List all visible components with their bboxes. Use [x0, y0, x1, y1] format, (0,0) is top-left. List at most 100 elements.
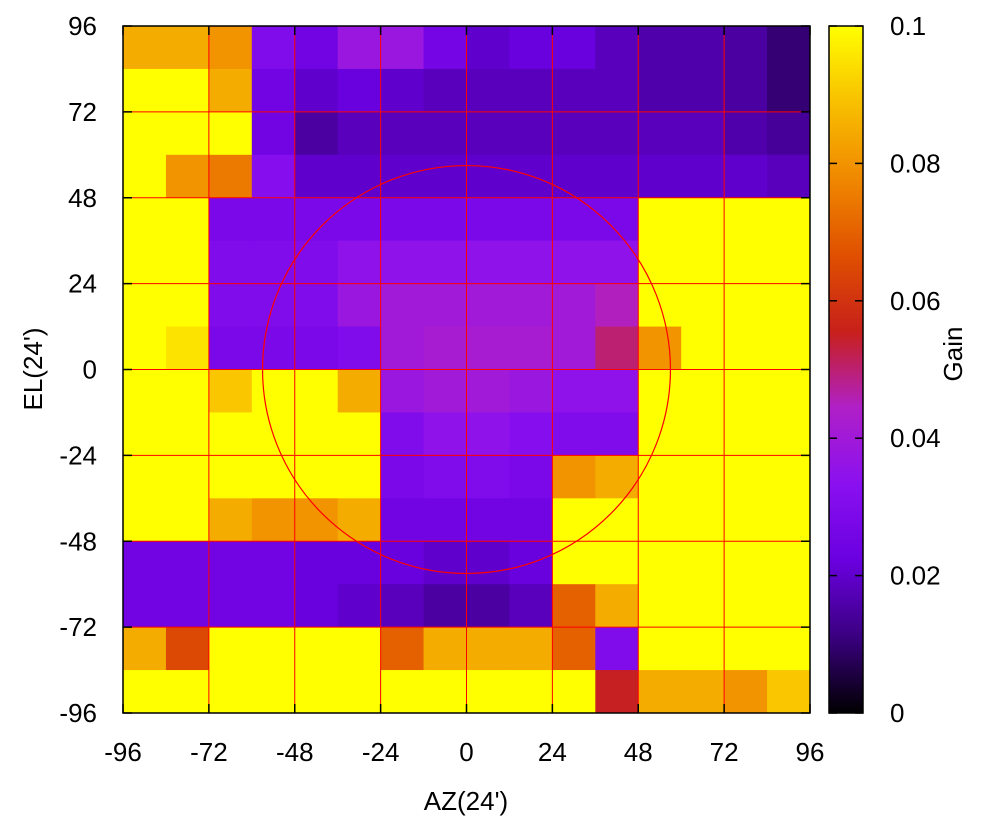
heatmap-cell	[123, 111, 167, 156]
heatmap-cell	[638, 111, 682, 156]
heatmap-cell	[509, 26, 553, 70]
heatmap-cell	[552, 455, 596, 499]
heatmap-cell	[724, 326, 768, 371]
heatmap-cell	[466, 154, 511, 199]
x-tick-label: -72	[190, 737, 228, 767]
x-tick-label: 72	[710, 737, 739, 767]
heatmap-cells	[123, 26, 810, 713]
heatmap-cell	[251, 283, 296, 328]
heatmap-cell	[767, 498, 810, 542]
heatmap-cell	[595, 541, 639, 585]
heatmap-cell	[595, 111, 639, 156]
heatmap-cell	[294, 627, 339, 671]
heatmap-cell	[638, 584, 682, 628]
heatmap-cell	[423, 26, 468, 70]
heatmap-cell	[509, 283, 553, 328]
heatmap-cell	[509, 326, 553, 371]
heatmap-cell	[595, 412, 639, 456]
heatmap-cell	[466, 283, 511, 328]
heatmap-cell	[724, 26, 768, 70]
y-axis-label: EL(24')	[18, 327, 48, 410]
heatmap-cell	[638, 498, 682, 542]
heatmap-cell	[123, 670, 167, 713]
heatmap-cell	[165, 584, 210, 628]
heatmap-cell	[552, 26, 596, 70]
heatmap-cell	[123, 197, 167, 242]
heatmap-cell	[724, 584, 768, 628]
x-tick-label: -24	[362, 737, 400, 767]
heatmap-cell	[380, 584, 425, 628]
heatmap-cell	[681, 455, 725, 499]
heatmap-cell	[251, 541, 296, 585]
heatmap-cell	[681, 68, 725, 113]
heatmap-cell	[724, 498, 768, 542]
heatmap-cell	[294, 412, 339, 456]
heatmap-cell	[123, 541, 167, 585]
y-tick-label: -96	[59, 698, 97, 728]
heatmap-cell	[337, 197, 382, 242]
heatmap-cell	[337, 369, 382, 414]
heatmap-cell	[638, 197, 682, 242]
heatmap-cell	[337, 670, 382, 713]
colorbar-tick-label: 0.02	[890, 561, 941, 591]
heatmap-cell	[123, 26, 167, 70]
heatmap-cell	[380, 326, 425, 371]
heatmap-cell	[165, 455, 210, 499]
heatmap-cell	[208, 26, 253, 70]
colorbar-tick-label: 0.06	[890, 286, 941, 316]
heatmap-cell	[466, 197, 511, 242]
heatmap-cell	[337, 627, 382, 671]
heatmap-cell	[724, 541, 768, 585]
heatmap-cell	[681, 26, 725, 70]
heatmap-cell	[165, 326, 210, 371]
heatmap-cell	[681, 197, 725, 242]
heatmap-cell	[208, 111, 253, 156]
heatmap-cell	[638, 627, 682, 671]
heatmap-cell	[208, 326, 253, 371]
heatmap-cell	[337, 26, 382, 70]
heatmap-cell	[552, 412, 596, 456]
heatmap-cell	[165, 154, 210, 199]
heatmap-cell	[251, 154, 296, 199]
x-tick-label: 0	[459, 737, 473, 767]
heatmap-cell	[724, 369, 768, 414]
heatmap-cell	[767, 283, 810, 328]
y-tick-label: 48	[68, 183, 97, 213]
heatmap-cell	[208, 412, 253, 456]
heatmap-cell	[767, 412, 810, 456]
heatmap-cell	[380, 283, 425, 328]
colorbar	[828, 25, 864, 714]
x-tick-label: -96	[104, 737, 142, 767]
heatmap-cell	[208, 283, 253, 328]
heatmap-cell	[724, 455, 768, 499]
heatmap-cell	[251, 111, 296, 156]
colorbar-tick-label: 0	[890, 698, 904, 728]
heatmap-cell	[251, 240, 296, 285]
heatmap-cell	[208, 584, 253, 628]
heatmap-cell	[509, 197, 553, 242]
heatmap-cell	[380, 627, 425, 671]
y-tick-label: -72	[59, 612, 97, 642]
heatmap-cell	[251, 498, 296, 542]
heatmap-cell	[724, 627, 768, 671]
colorbar-tick-label: 0.08	[890, 148, 941, 178]
heatmap-cell	[552, 627, 596, 671]
heatmap-cell	[208, 68, 253, 113]
heatmap-cell	[466, 412, 511, 456]
heatmap-cell	[208, 627, 253, 671]
heatmap-cell	[595, 627, 639, 671]
heatmap-cell	[724, 670, 768, 713]
heatmap-cell	[294, 68, 339, 113]
heatmap-cell	[294, 584, 339, 628]
heatmap-cell	[767, 326, 810, 371]
heatmap-cell	[337, 541, 382, 585]
heatmap-cell	[552, 283, 596, 328]
heatmap-cell	[638, 240, 682, 285]
heatmap-cell	[466, 627, 511, 671]
heatmap-cell	[123, 326, 167, 371]
beam-circle	[261, 164, 672, 575]
heatmap-cell	[423, 111, 468, 156]
heatmap-cell	[767, 541, 810, 585]
heatmap-cell	[767, 369, 810, 414]
